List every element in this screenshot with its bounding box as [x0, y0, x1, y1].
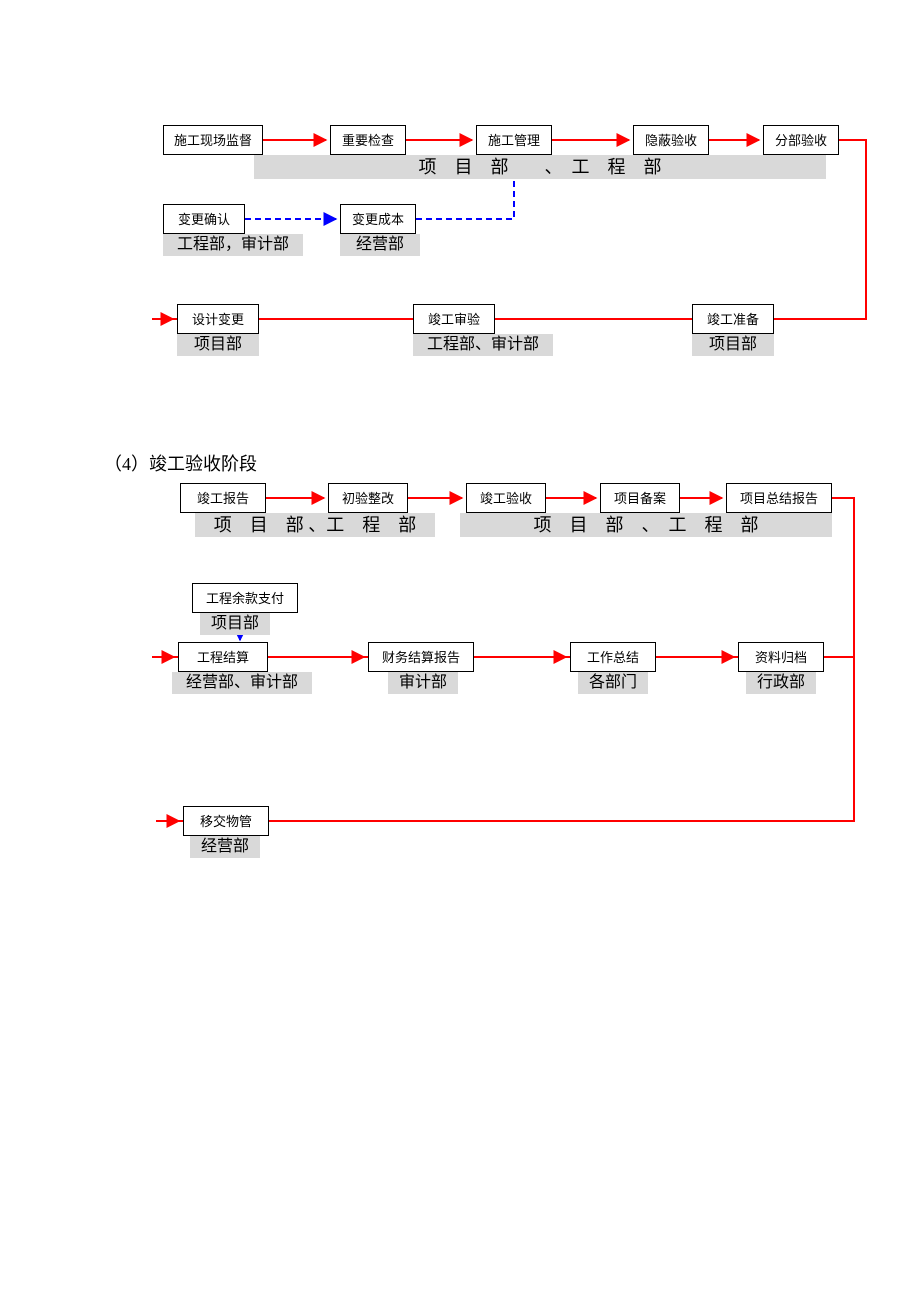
flow-box: 工程结算 — [178, 642, 268, 672]
dept-label: 项 目 部 、 工 程 部 — [254, 155, 826, 179]
flow-box: 资料归档 — [738, 642, 824, 672]
dept-label: 项 目 部 、 工 程 部 — [460, 513, 832, 537]
flow-box: 竣工报告 — [180, 483, 266, 513]
flow-box: 工程余款支付 — [192, 583, 298, 613]
section-heading: （4）竣工验收阶段 — [104, 450, 257, 476]
flow-box: 设计变更 — [177, 304, 259, 334]
dept-label: 经营部 — [340, 234, 420, 256]
flow-box: 竣工审验 — [413, 304, 495, 334]
dept-label: 各部门 — [578, 672, 648, 694]
flow-box: 竣工验收 — [466, 483, 546, 513]
flow-box: 竣工准备 — [692, 304, 774, 334]
flow-box: 项目备案 — [600, 483, 680, 513]
flow-box: 工作总结 — [570, 642, 656, 672]
dept-label: 行政部 — [746, 672, 816, 694]
flow-box: 项目总结报告 — [726, 483, 832, 513]
dept-label: 审计部 — [388, 672, 458, 694]
dept-label: 工程部、审计部 — [413, 334, 553, 356]
flow-box: 财务结算报告 — [368, 642, 474, 672]
flow-box: 移交物管 — [183, 806, 269, 836]
flow-box: 变更确认 — [163, 204, 245, 234]
flow-box: 初验整改 — [328, 483, 408, 513]
dept-label: 项目部 — [177, 334, 259, 356]
flow-box: 变更成本 — [340, 204, 416, 234]
flow-box: 分部验收 — [763, 125, 839, 155]
dept-label: 经营部 — [190, 836, 260, 858]
canvas: （4）竣工验收阶段 施工现场监督重要检查施工管理隐蔽验收分部验收项 目 部 、 … — [0, 0, 920, 1304]
flow-box: 重要检查 — [330, 125, 406, 155]
dept-label: 经营部、审计部 — [172, 672, 312, 694]
dept-label: 项目部 — [692, 334, 774, 356]
dept-label: 项 目 部 、工 程 部 — [195, 513, 435, 537]
flow-box: 施工现场监督 — [163, 125, 263, 155]
dept-label: 项目部 — [200, 613, 270, 635]
flow-box: 施工管理 — [476, 125, 552, 155]
dept-label: 工程部，审计部 — [163, 234, 303, 256]
flow-box: 隐蔽验收 — [633, 125, 709, 155]
